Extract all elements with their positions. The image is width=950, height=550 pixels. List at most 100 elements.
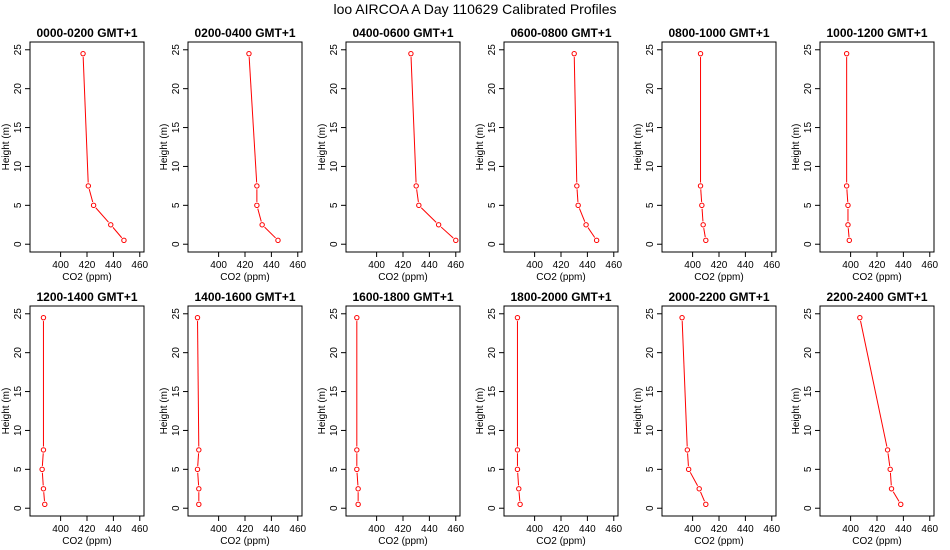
profile-line-segment	[41, 472, 44, 486]
profile-panel-4: 0600-0800 GMT+1 400 420 440 460 CO2 (ppm) 0 5 10…	[475, 26, 623, 283]
x-tick-label: 420	[237, 524, 254, 535]
y-tick-label: 15	[487, 122, 498, 134]
x-tick-label: 400	[526, 524, 543, 535]
y-tick-label: 0	[13, 241, 24, 247]
profile-data-point	[275, 237, 281, 244]
y-axis-label: Height (m)	[791, 388, 802, 435]
profile-data-point	[108, 222, 114, 228]
y-tick-label: 25	[13, 44, 24, 56]
profile-data-point	[843, 50, 850, 57]
profile-data-point	[196, 486, 202, 492]
profile-line-segment	[578, 208, 586, 222]
profile-data-point	[685, 466, 692, 473]
y-tick-label: 5	[645, 466, 656, 472]
x-tick-label: 420	[79, 524, 96, 535]
y-axis-label: Height (m)	[791, 124, 802, 171]
panel-title: 2000-2200 GMT+1	[668, 290, 769, 304]
y-tick-label: 10	[13, 424, 24, 436]
profile-panel-10: 1800-2000 GMT+1 400 420 440 460 CO2 (ppm) 0 5 10…	[475, 290, 623, 547]
y-tick-label: 15	[803, 386, 814, 398]
profile-data-point	[40, 447, 47, 453]
y-tick-label: 25	[329, 308, 340, 320]
y-tick-label: 0	[329, 505, 340, 511]
y-tick-label: 15	[487, 386, 498, 398]
y-tick-label: 25	[13, 308, 24, 320]
x-tick-label: 420	[395, 260, 412, 271]
profile-line-segment	[410, 57, 417, 183]
y-tick-label: 25	[487, 308, 498, 320]
plot-frame	[819, 305, 935, 517]
x-tick-label: 420	[395, 524, 412, 535]
x-tick-label: 460	[131, 260, 148, 271]
profile-data-point	[574, 183, 580, 189]
panel-title: 1400-1600 GMT+1	[194, 290, 295, 304]
y-tick-label: 0	[645, 241, 656, 247]
y-tick-label: 15	[13, 122, 24, 134]
profile-line-segment	[889, 472, 892, 486]
profile-data-point	[194, 466, 201, 473]
profile-panel-11: 2000-2200 GMT+1 400 420 440 460 CO2 (ppm) 0 5 10…	[633, 290, 781, 547]
y-tick-label: 0	[487, 241, 498, 247]
profile-data-point	[845, 202, 851, 209]
x-axis-label: CO2 (ppm)	[378, 536, 427, 547]
profile-data-point	[40, 314, 47, 321]
profile-data-point	[254, 183, 260, 189]
panel-title: 1200-1400 GMT+1	[36, 290, 137, 304]
y-tick-label: 15	[329, 122, 340, 134]
plot-frame	[187, 305, 303, 517]
profile-data-point	[679, 314, 685, 321]
y-tick-label: 10	[803, 424, 814, 436]
y-tick-label: 5	[645, 202, 656, 208]
panel-title: 0400-0600 GMT+1	[352, 26, 453, 40]
profile-data-point	[571, 50, 577, 57]
y-tick-label: 20	[487, 347, 498, 359]
x-tick-label: 440	[421, 260, 438, 271]
y-tick-label: 10	[171, 424, 182, 436]
panel-title: 1600-1800 GMT+1	[352, 290, 453, 304]
profile-data-point	[196, 447, 202, 453]
profile-panel-8: 1400-1600 GMT+1 400 420 440 460 CO2 (ppm) 0 5 10…	[159, 290, 307, 547]
x-tick-label: 440	[421, 524, 438, 535]
y-tick-label: 25	[645, 44, 656, 56]
profile-line-segment	[518, 492, 521, 501]
profile-line-segment	[847, 228, 850, 237]
profile-data-point	[196, 501, 202, 508]
profile-data-point	[80, 50, 86, 57]
y-tick-label: 5	[171, 466, 182, 472]
x-axis-label: CO2 (ppm)	[62, 536, 111, 547]
profile-panel-9: 1600-1800 GMT+1 400 420 440 460 CO2 (ppm) 0 5 10…	[317, 290, 465, 547]
y-tick-label: 5	[487, 466, 498, 472]
y-tick-label: 20	[645, 347, 656, 359]
y-tick-label: 10	[487, 160, 498, 172]
x-tick-label: 400	[52, 260, 69, 271]
profile-line-segment	[517, 472, 520, 486]
y-tick-label: 10	[13, 160, 24, 172]
x-tick-label: 440	[579, 260, 596, 271]
panel-title: 1800-2000 GMT+1	[510, 290, 611, 304]
x-axis-label: CO2 (ppm)	[536, 536, 585, 547]
profile-line-segment	[257, 208, 262, 222]
x-tick-label: 400	[210, 260, 227, 271]
y-tick-label: 25	[645, 308, 656, 320]
profile-data-point	[354, 466, 360, 473]
profile-panel-1: 0000-0200 GMT+1 400 420 440 460 CO2 (ppm) 0 5 10…	[1, 26, 149, 283]
plot-frame	[503, 41, 619, 253]
profile-data-point	[843, 183, 850, 189]
y-tick-label: 20	[13, 83, 24, 95]
profile-line-segment	[112, 227, 123, 239]
profile-data-point	[703, 501, 709, 508]
profile-data-point	[517, 501, 523, 508]
profile-panel-2: 0200-0400 GMT+1 400 420 440 460 CO2 (ppm) 0 5 10…	[159, 26, 307, 283]
profile-data-point	[246, 50, 252, 57]
profile-data-point	[355, 486, 361, 492]
x-tick-label: 400	[526, 260, 543, 271]
y-tick-label: 5	[803, 466, 814, 472]
profile-line-segment	[701, 208, 704, 222]
x-tick-label: 460	[289, 524, 306, 535]
x-tick-label: 460	[605, 260, 622, 271]
profile-data-point	[898, 501, 904, 508]
page-title: loo AIRCOA A Day 110629 Calibrated Profi…	[333, 1, 617, 17]
panel-title: 2200-2400 GMT+1	[826, 290, 927, 304]
profile-line-segment	[416, 189, 419, 203]
x-axis-label: CO2 (ppm)	[220, 272, 269, 283]
